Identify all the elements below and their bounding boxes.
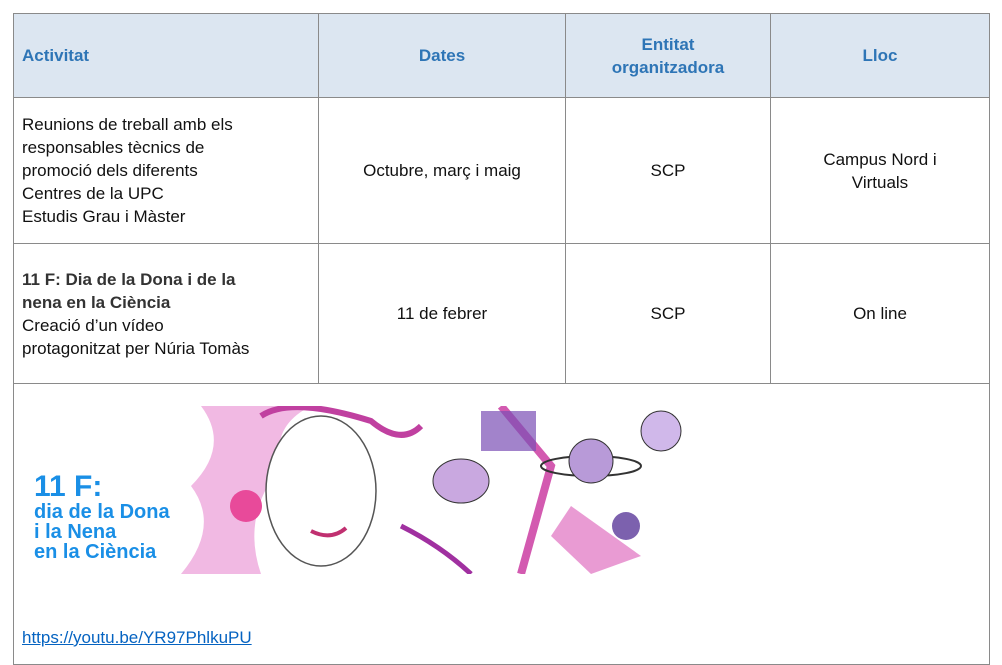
line: Creació d’un vídeo [22, 315, 164, 335]
bold-line: nena en la Ciència [22, 292, 171, 312]
row: 11 F: dia de la Dona i la Nena en la Ciè… [13, 383, 990, 665]
entity-cell: SCP [565, 243, 771, 384]
line: promoció dels diferents [22, 161, 198, 180]
header-row: Activitat Dates Entitat organitzadora Ll… [13, 13, 990, 98]
activities-table: Activitat Dates Entitat organitzadora Ll… [13, 13, 990, 665]
header-cell: Activitat [13, 13, 319, 98]
line: protagonitzat per Núria Tomàs [22, 338, 250, 358]
row: 11 F: Dia de la Dona i de la nena en la … [13, 243, 990, 384]
header-cell: Dates [318, 13, 566, 98]
header-cell: Lloc [770, 13, 990, 98]
place-cell: Campus Nord i Virtuals [770, 97, 990, 244]
line: Reunions de treball amb els [22, 115, 233, 134]
bold-line: 11 F: Dia de la Dona i de la [22, 269, 236, 289]
video-link[interactable]: https://youtu.be/YR97PhlkuPU [22, 628, 252, 647]
illustration [171, 406, 691, 574]
place-text: Campus Nord i Virtuals [823, 149, 937, 192]
dates-cell: Octubre, març i maig [318, 97, 566, 244]
activity-cell: Reunions de treball amb els responsables… [13, 97, 319, 244]
line: responsables tècnics de [22, 138, 205, 157]
entity-cell: SCP [565, 97, 771, 244]
activity-cell: 11 F: Dia de la Dona i de la nena en la … [13, 243, 319, 384]
banner-line: i la Nena [34, 521, 117, 543]
banner-line: en la Ciència [34, 541, 157, 563]
header-text: Entitat organitzadora [611, 34, 725, 77]
line: Centres de la UPC [22, 184, 164, 203]
media-cell: 11 F: dia de la Dona i la Nena en la Ciè… [13, 383, 990, 665]
line: Estudis Grau i Màster [22, 207, 186, 226]
row: Reunions de treball amb els responsables… [13, 97, 990, 244]
header-cell: Entitat organitzadora [565, 13, 771, 98]
banner-title: 11 F: [34, 470, 103, 503]
place-cell: On line [770, 243, 990, 384]
banner-line: dia de la Dona [34, 501, 170, 523]
banner-text: 11 F: dia de la Dona i la Nena en la Ciè… [34, 470, 170, 563]
dates-cell: 11 de febrer [318, 243, 566, 384]
